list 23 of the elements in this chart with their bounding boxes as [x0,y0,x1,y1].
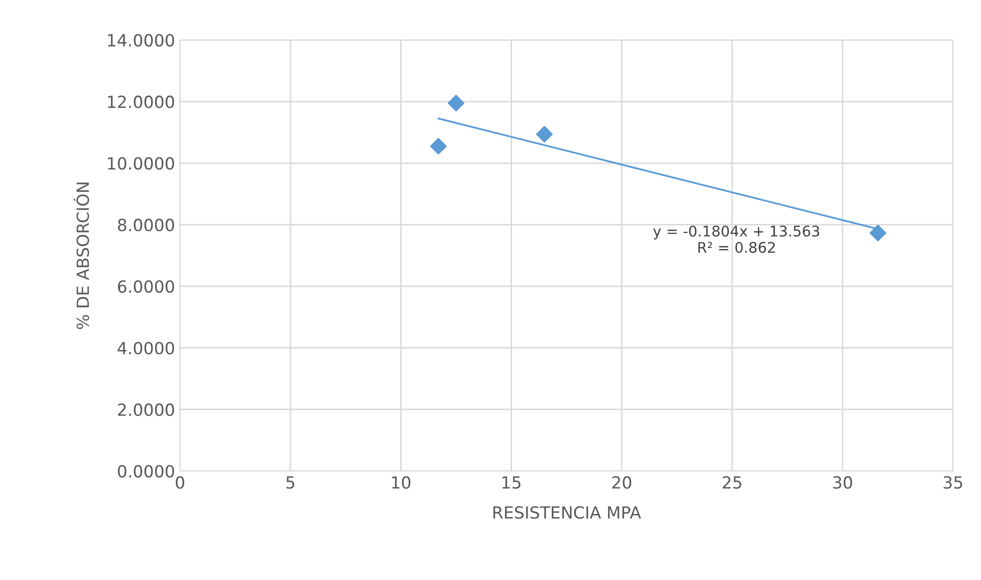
point [870,224,886,242]
y-tick-label: 8.0000 [118,218,174,232]
annotation: y = -0.1804x + 13.563 R² = 0.862 [653,226,820,253]
point [536,126,553,143]
x-tick-label: 20 [612,476,632,489]
x-tick-label: 30 [833,476,852,489]
y-axis-title: % DE ABSORCIÓN [73,182,90,330]
y-tick-label: 4.0000 [118,342,174,354]
x-tick-label: 25 [722,476,742,489]
point [430,138,447,155]
x-tick-label: 35 [944,476,962,489]
y-tick-label: 14.0000 [108,34,174,47]
x-tick-label: 15 [502,476,520,489]
y-tick-label: 2.0000 [118,403,174,416]
x-tick-label: 5 [286,476,294,489]
x-axis-title: RESISTENCIA MPA [493,506,642,519]
x-tick-label: 10 [392,476,410,489]
y-tick-label: 12.0000 [108,96,174,108]
y-tick-label: 6.0000 [118,280,174,293]
x-tick-label: 0 [176,476,184,489]
y-tick-label: 10.0000 [108,157,174,170]
point [448,94,464,112]
y-tick-label: 0.0000 [118,464,174,478]
